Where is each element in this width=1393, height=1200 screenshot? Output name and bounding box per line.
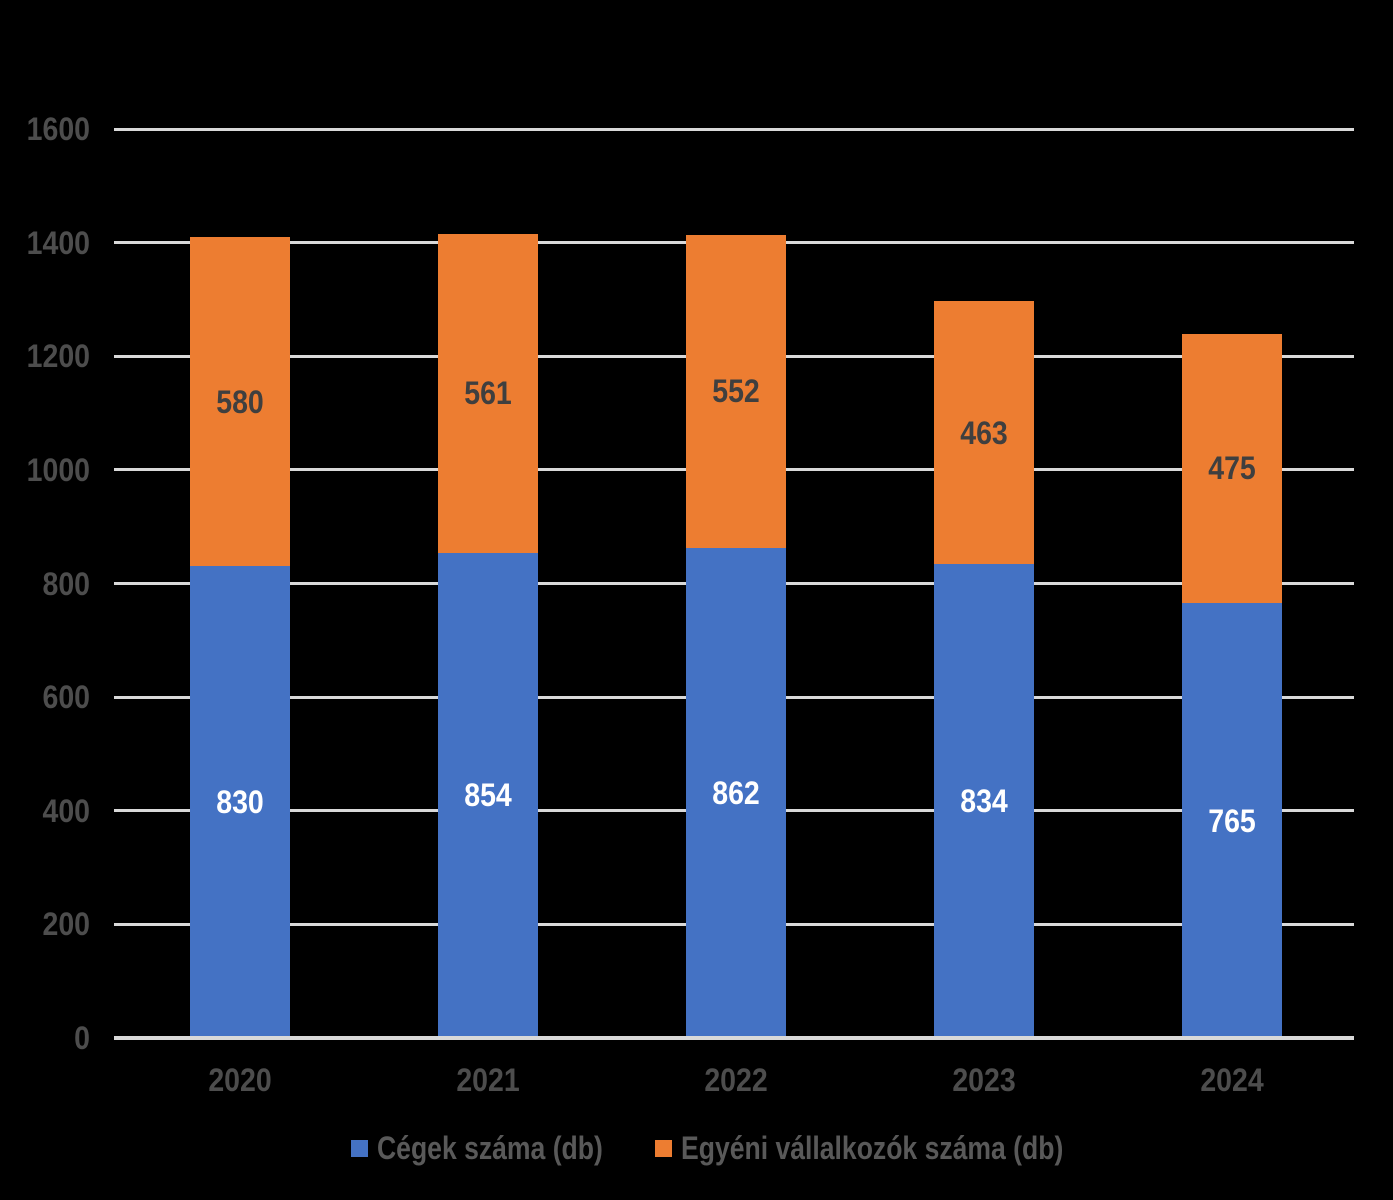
bar-segment-sole-proprietors	[190, 236, 290, 567]
legend-item: Cégek száma (db)	[351, 1130, 649, 1166]
bar-value-label: 561	[464, 375, 512, 412]
x-axis-category-label: 2022	[704, 1062, 768, 1098]
y-axis-tick-label: 1000	[26, 451, 90, 488]
x-axis-category-label: 2020	[208, 1062, 272, 1098]
bar-value-label: 834	[960, 783, 1008, 820]
legend-marker	[351, 1139, 368, 1157]
legend-item: Egyéni vállalkozók száma (db)	[655, 1130, 1142, 1166]
bar-value-label: 862	[712, 775, 760, 812]
bar-value-label: 475	[1208, 450, 1256, 487]
y-axis-tick-label: 0	[74, 1020, 90, 1056]
y-axis-tick-label: 1400	[26, 224, 90, 261]
bar-segment-sole-proprietors	[934, 301, 1034, 565]
x-axis-category-label: 2021	[456, 1062, 520, 1098]
bar-value-label: 580	[216, 383, 264, 420]
bar-value-label: 463	[960, 414, 1008, 451]
x-axis-line	[114, 1036, 1354, 1040]
y-axis-tick-label: 1200	[26, 338, 90, 375]
bar-segment-companies	[934, 564, 1034, 1038]
bar-segment-sole-proprietors	[1182, 333, 1282, 604]
legend-label: Cégek száma (db)	[377, 1130, 603, 1166]
y-axis-tick-label: 1600	[26, 111, 90, 147]
x-axis-category-label: 2024	[1200, 1062, 1264, 1098]
legend-marker	[655, 1139, 672, 1157]
bar-segment-companies	[686, 548, 786, 1038]
bar-value-label: 765	[1208, 802, 1256, 839]
bar-segment-companies	[438, 552, 538, 1038]
bar-segment-sole-proprietors	[686, 234, 786, 549]
bar-segment-companies	[1182, 603, 1282, 1038]
y-axis-tick-label: 800	[42, 565, 90, 602]
y-axis-tick-label: 200	[42, 906, 90, 943]
y-axis-tick-label: 400	[42, 792, 90, 829]
legend-label: Egyéni vállalkozók száma (db)	[681, 1130, 1064, 1166]
bar-value-label: 552	[712, 373, 760, 410]
gridline	[114, 127, 1354, 131]
x-axis-category-label: 2023	[952, 1062, 1016, 1098]
bar-value-label: 830	[216, 784, 264, 821]
y-axis-tick-label: 600	[42, 679, 90, 716]
bar-value-label: 854	[464, 777, 512, 814]
bar-segment-companies	[190, 566, 290, 1038]
bar-segment-sole-proprietors	[438, 234, 538, 553]
